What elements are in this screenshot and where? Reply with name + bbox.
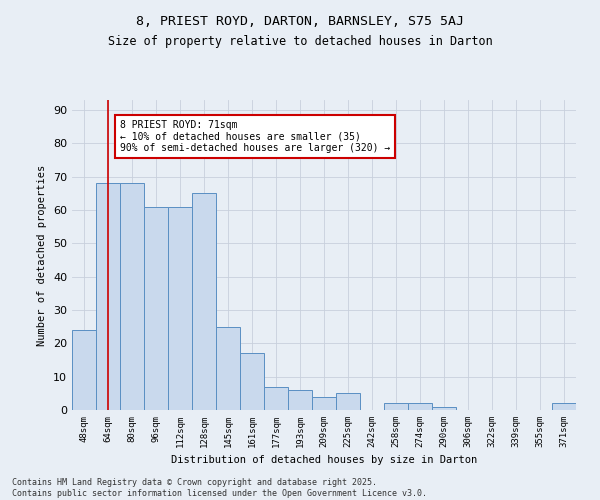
Bar — [216, 326, 240, 410]
Bar — [336, 394, 360, 410]
Y-axis label: Number of detached properties: Number of detached properties — [37, 164, 47, 346]
Text: 8 PRIEST ROYD: 71sqm
← 10% of detached houses are smaller (35)
90% of semi-detac: 8 PRIEST ROYD: 71sqm ← 10% of detached h… — [120, 120, 390, 153]
Bar — [312, 396, 336, 410]
X-axis label: Distribution of detached houses by size in Darton: Distribution of detached houses by size … — [171, 456, 477, 466]
Bar — [72, 330, 96, 410]
Bar — [192, 194, 216, 410]
Bar — [264, 386, 288, 410]
Bar — [240, 354, 264, 410]
Bar — [384, 404, 408, 410]
Text: Contains HM Land Registry data © Crown copyright and database right 2025.
Contai: Contains HM Land Registry data © Crown c… — [12, 478, 427, 498]
Text: 8, PRIEST ROYD, DARTON, BARNSLEY, S75 5AJ: 8, PRIEST ROYD, DARTON, BARNSLEY, S75 5A… — [136, 15, 464, 28]
Bar — [144, 206, 168, 410]
Bar — [96, 184, 120, 410]
Text: Size of property relative to detached houses in Darton: Size of property relative to detached ho… — [107, 35, 493, 48]
Bar — [432, 406, 456, 410]
Bar — [168, 206, 192, 410]
Bar — [120, 184, 144, 410]
Bar — [552, 404, 576, 410]
Bar — [408, 404, 432, 410]
Bar — [288, 390, 312, 410]
